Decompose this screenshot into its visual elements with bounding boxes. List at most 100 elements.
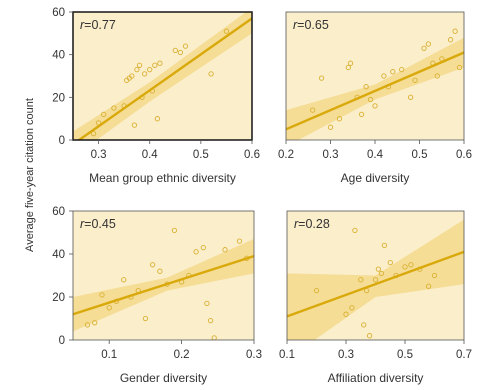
data-point xyxy=(347,60,354,66)
data-point xyxy=(182,43,189,49)
panel-1: r=0.77 0.3 0.4 0.5 0.6 0 20 40 60 Mean group ethn… xyxy=(52,7,260,185)
panel-3: r=0.45 0.1 0.2 0.3 0 20 40 60 Gender diversity xyxy=(52,206,262,385)
correlation-symbol: r xyxy=(294,217,299,231)
data-point xyxy=(421,45,427,51)
data-point xyxy=(366,333,373,339)
data-point xyxy=(349,305,355,311)
data-point xyxy=(358,111,365,118)
data-point xyxy=(434,73,440,79)
x-axis-label: Age diversity xyxy=(341,171,410,185)
correlation-label: r=0.28 xyxy=(294,217,330,231)
correlation-label: r=0.77 xyxy=(80,18,116,32)
correlation-value: =0.45 xyxy=(84,217,116,231)
x-tick-label: 0.4 xyxy=(367,149,384,161)
data-point xyxy=(211,335,217,340)
data-point xyxy=(200,244,206,251)
data-point xyxy=(381,73,387,79)
data-point xyxy=(431,272,438,279)
x-tick-label: 0.3 xyxy=(323,149,339,161)
y-tick-label: 0 xyxy=(59,335,65,347)
data-point xyxy=(372,103,378,109)
x-tick-label: 0.5 xyxy=(397,349,413,361)
x-tick-label: 0.6 xyxy=(244,149,260,161)
data-point xyxy=(343,311,349,317)
panel-frame xyxy=(72,210,255,341)
data-point xyxy=(390,69,396,75)
data-point xyxy=(121,277,127,283)
correlation-symbol: r xyxy=(80,217,85,231)
data-point xyxy=(452,28,458,34)
y-tick-label: 20 xyxy=(52,92,65,104)
correlation-value: =0.28 xyxy=(298,217,330,231)
correlation-symbol: r xyxy=(80,18,85,32)
y-tick-label: 60 xyxy=(52,206,65,218)
data-point xyxy=(207,317,214,324)
panel-frame xyxy=(286,210,465,341)
y-tick-label: 0 xyxy=(59,135,65,147)
x-tick-label: 0.4 xyxy=(142,149,159,161)
data-point xyxy=(157,268,163,274)
data-point xyxy=(90,130,97,137)
data-point xyxy=(111,105,117,111)
data-point xyxy=(361,322,367,328)
data-point xyxy=(336,116,343,122)
correlation-symbol: r xyxy=(293,18,298,32)
data-point xyxy=(208,71,214,77)
y-tick-label: 20 xyxy=(52,292,65,304)
data-point xyxy=(402,264,408,270)
regression-line xyxy=(286,51,464,131)
data-point xyxy=(172,47,178,54)
correlation-value: =0.77 xyxy=(84,18,116,32)
x-tick-label: 0.7 xyxy=(456,349,472,361)
data-point xyxy=(193,249,199,255)
panel-2: r=0.65 0.2 0.3 0.4 0.5 0.6 Age diversity xyxy=(278,11,472,185)
data-point xyxy=(149,262,156,268)
data-point xyxy=(134,66,140,73)
x-tick-label: 0.6 xyxy=(456,149,472,161)
x-tick-label: 0.2 xyxy=(174,349,190,361)
data-point xyxy=(352,227,358,234)
data-point xyxy=(236,238,243,244)
correlation-label: r=0.45 xyxy=(80,217,116,231)
data-point xyxy=(367,96,374,103)
plot-area xyxy=(287,219,464,340)
data-point xyxy=(381,242,388,249)
x-tick-label: 0.5 xyxy=(412,149,428,161)
data-point xyxy=(310,107,316,113)
data-point xyxy=(131,122,138,128)
confidence-band xyxy=(73,12,252,140)
data-point xyxy=(147,66,153,73)
x-axis-label: Mean group ethnic diversity xyxy=(89,171,236,185)
data-point xyxy=(99,292,105,298)
x-axis-label: Gender diversity xyxy=(120,371,207,385)
y-tick-label: 40 xyxy=(52,50,65,62)
data-point xyxy=(378,270,385,277)
data-point xyxy=(171,227,178,234)
regression-line xyxy=(73,254,254,316)
data-point xyxy=(136,62,143,68)
data-point xyxy=(407,94,414,100)
data-point xyxy=(157,60,163,66)
panel-4: r=0.28 0.1 0.3 0.5 0.7 Affiliation diversity xyxy=(279,210,472,385)
data-point xyxy=(456,64,463,71)
data-point xyxy=(425,283,432,289)
data-point xyxy=(177,49,184,56)
data-point xyxy=(222,247,228,253)
data-point xyxy=(387,259,393,266)
correlation-label: r=0.65 xyxy=(293,18,329,32)
data-point xyxy=(327,124,334,130)
data-point xyxy=(223,28,230,34)
data-point xyxy=(101,111,107,118)
data-point xyxy=(204,300,210,307)
data-point xyxy=(313,287,320,294)
regression-line xyxy=(287,250,464,318)
y-axis-label: Average five-year citation count xyxy=(24,98,36,252)
data-point xyxy=(84,322,91,328)
y-tick-label: 40 xyxy=(52,249,65,261)
data-point xyxy=(345,64,351,71)
plot-area xyxy=(73,227,254,340)
data-point xyxy=(399,66,405,73)
x-tick-label: 0.2 xyxy=(278,149,294,161)
